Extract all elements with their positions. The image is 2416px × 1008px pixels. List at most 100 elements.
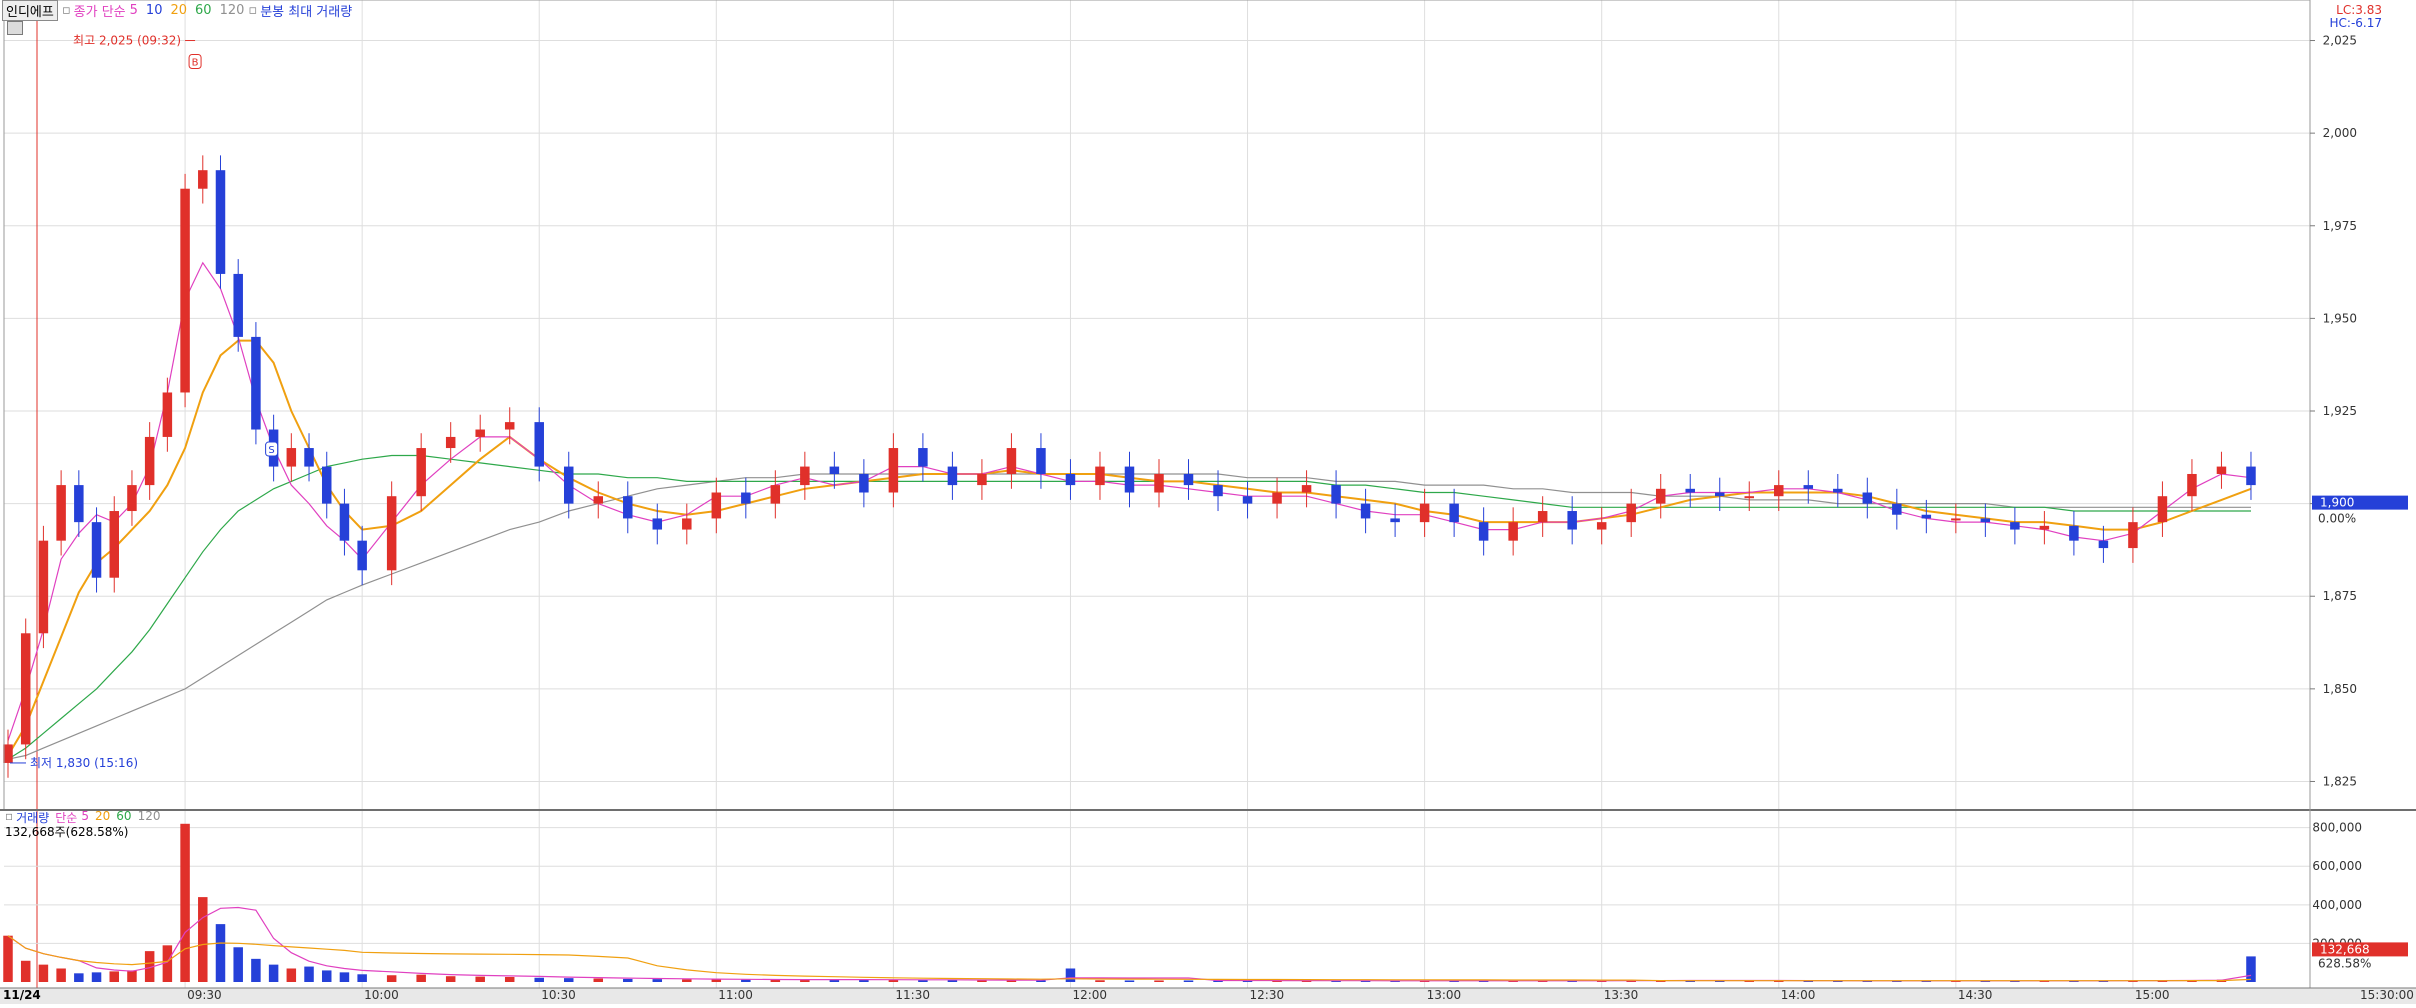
candle-body [1006,448,1017,474]
price-ma-label[interactable]: 종가 단순 [73,4,126,20]
candle-body [1419,503,1430,523]
candle-body [623,496,633,519]
volume-bar [1803,980,1814,982]
volume-period-60[interactable]: 60 [116,809,132,823]
candle-body [2069,525,2079,541]
volume-bar [1567,980,1577,982]
candle-body [1449,503,1459,523]
volume-caption[interactable]: 분봉 최대 거래량 [260,4,353,20]
volume-bar [56,968,66,982]
volume-bar [534,977,544,982]
buy-marker: B [192,58,199,69]
volume-bar [198,897,208,982]
legend-period-20[interactable]: 20 [170,2,188,18]
volume-period-120[interactable]: 120 [137,809,161,823]
volume-bar [304,966,314,982]
volume-bar [268,964,279,982]
volume-bar [2010,980,2020,982]
legend-square-icon: ▫ [5,809,14,823]
volume-bar [1390,980,1400,982]
candle-body [127,485,137,512]
candle-body [1862,492,1873,504]
price-tick-label: 1,825 [2323,774,2357,788]
volume-bar [1065,968,1076,982]
legend-period-10[interactable]: 10 [145,2,163,18]
volume-bar [74,973,84,982]
legend-period-120[interactable]: 120 [219,2,245,18]
candle-body [1714,492,1725,497]
volume-bar [1892,980,1902,982]
annotation-layer: 최고 2,025 (09:32) B 최저 1,830 (15:16) S [10,34,279,770]
current-volume: 132,668주(628.58%) [5,825,129,839]
volume-bar [593,978,604,982]
legend-square-icon: ▫ [61,2,71,18]
volume-bar [321,970,332,982]
stock-name[interactable]: 인디에프 [2,0,58,21]
volume-tick-label: 800,000 [2312,821,2362,835]
candle-body [162,392,173,437]
legend-period-5[interactable]: 5 [129,2,138,18]
candle-body [1567,511,1577,530]
candle-body [1065,473,1076,486]
candle-body [1036,448,1046,474]
candle-body [1390,518,1400,523]
end-time-label: 15:30:00 [2360,988,2414,1002]
time-tick-label: 10:30 [541,988,576,1002]
volume-legend-label[interactable]: 거래량 [16,811,50,825]
volume-bar [2246,956,2256,982]
candle-body [1744,496,1755,499]
candle-body [357,540,367,571]
price-tick-label: 2,025 [2323,34,2357,48]
candle-body [304,448,314,467]
volume-bar [38,964,49,982]
volume-tick-label: 400,000 [2312,898,2362,912]
candle-body [504,422,515,430]
volume-bar [109,971,119,982]
candle-body [3,744,13,763]
time-tick-label: 10:00 [364,988,399,1002]
volume-bar [1095,980,1105,982]
volume-bar [2039,980,2050,982]
price-tick-label: 1,975 [2323,219,2357,233]
time-tick-label: 13:30 [1604,988,1639,1002]
candle-body [1242,496,1253,504]
legend-square-icon: ▫ [248,2,258,18]
candle-body [1301,485,1312,493]
current-price-label: 1,900 [2320,496,2354,510]
candle-body [286,448,297,467]
volume-bar [1714,980,1725,982]
volume-bar [859,979,869,982]
lc-indicator: LC:3.83 [2336,3,2382,17]
volume-bar [233,947,243,982]
volume-period-5[interactable]: 5 [81,809,89,823]
time-tick-label: 12:00 [1072,988,1107,1002]
volume-bar [1774,980,1784,982]
volume-bar [1242,980,1253,982]
candle-body [682,518,692,530]
price-tick-label: 1,875 [2323,589,2357,603]
volume-bar [1951,980,1961,982]
volume-ma-label[interactable]: 단순 [55,811,78,825]
toolbox-icon[interactable] [7,21,23,35]
time-tick-label: 11:30 [895,988,930,1002]
volume-bar [977,980,987,982]
volume-bar [1980,980,1991,982]
candle-body [711,492,722,519]
candle-body [977,473,987,486]
volume-period-20[interactable]: 20 [95,809,111,823]
candle-body [445,436,456,449]
candle-body [1360,503,1371,519]
volume-bar [339,972,350,982]
candle-body [56,485,66,541]
candle-body [1951,518,1961,521]
candle-body [416,448,426,497]
volume-bar [1006,980,1017,982]
legend-period-60[interactable]: 60 [195,2,212,18]
candle-body [1921,514,1932,519]
volume-bar [1862,980,1873,982]
volume-bar [1449,980,1459,982]
volume-bar [3,935,13,982]
